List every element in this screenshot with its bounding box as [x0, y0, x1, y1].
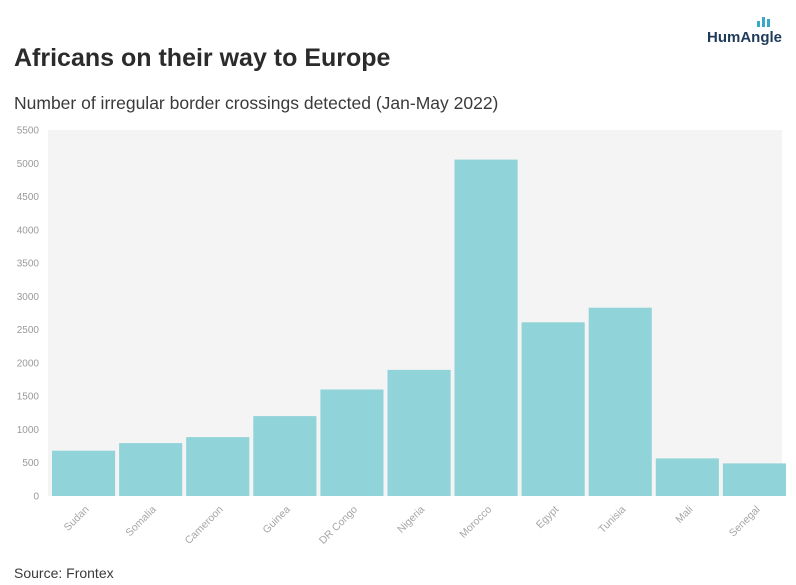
bar-cameroon [186, 437, 250, 496]
bar-egypt [521, 322, 585, 496]
y-tick-label: 0 [33, 492, 39, 503]
bar-somalia [119, 443, 183, 496]
x-tick-label: Somalia [123, 504, 158, 539]
y-tick-label: 2000 [17, 358, 40, 369]
x-tick-label: Tunisia [596, 504, 628, 536]
bar-nigeria [387, 369, 451, 496]
chart-title: Africans on their way to Europe [14, 44, 391, 72]
y-tick-label: 2500 [17, 325, 40, 336]
bar-dr-congo [320, 389, 384, 496]
bars [52, 159, 786, 496]
bar-senegal [722, 463, 786, 496]
y-tick-label: 1000 [17, 425, 40, 436]
bar-tunisia [588, 307, 652, 496]
x-tick-label: Guinea [260, 504, 293, 537]
x-axis: Sudan Somalia Cameroon Guinea DR Congo Nigeri… [62, 504, 763, 547]
y-tick-label: 4500 [17, 192, 40, 203]
bar-mali [655, 458, 719, 496]
y-tick-label: 500 [22, 458, 39, 469]
y-tick-label: 3000 [17, 292, 40, 303]
chart-subtitle: Number of irregular border crossings det… [14, 93, 499, 113]
y-tick-label: 1500 [17, 392, 40, 403]
x-tick-label: Cameroon [183, 504, 226, 547]
x-tick-label: Nigeria [395, 504, 427, 536]
y-tick-label: 5000 [17, 159, 40, 170]
x-tick-label: Mali [673, 504, 695, 526]
y-tick-label: 5500 [17, 126, 40, 137]
x-tick-label: Morocco [457, 504, 494, 541]
logo-bars-icon [757, 16, 770, 27]
y-tick-label: 3500 [17, 259, 40, 270]
bar-morocco [454, 159, 518, 496]
source-note: Source: Frontex [14, 565, 114, 581]
logo-text: HumAngle [707, 29, 782, 46]
y-axis: 0 500 1000 1500 2000 2500 3000 3500 4000 4500 5000… [17, 126, 40, 503]
x-tick-label: Sudan [62, 504, 92, 534]
humangle-logo: HumAngle [707, 16, 782, 46]
bar-guinea [253, 416, 317, 496]
x-tick-label: Senegal [727, 504, 763, 540]
x-tick-label: Egypt [534, 504, 562, 532]
bar-sudan [52, 450, 116, 496]
y-tick-label: 4000 [17, 225, 40, 236]
x-tick-label: DR Congo [317, 504, 360, 547]
